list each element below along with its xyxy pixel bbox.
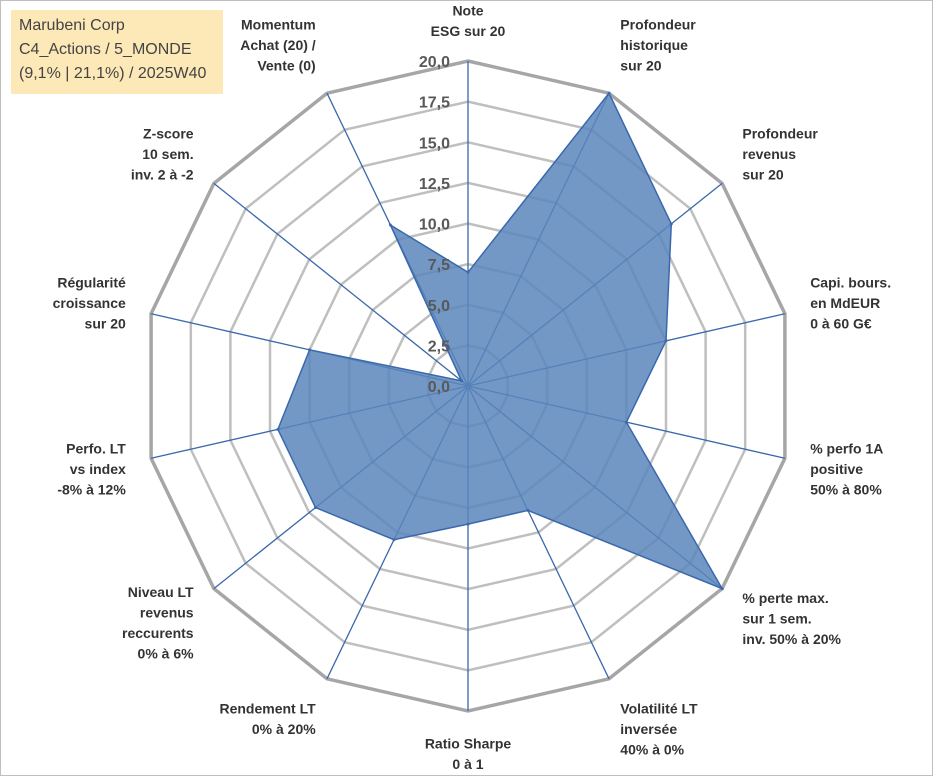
axis-label-line: revenus [742, 146, 796, 162]
axis-label-line: 0 à 1 [452, 756, 483, 772]
axis-label-line: inv. 50% à 20% [742, 631, 841, 647]
tick-label-5: 12,5 [419, 176, 450, 193]
tick-label-7: 17,5 [419, 95, 450, 112]
data-point-2 [669, 222, 673, 226]
axis-label-line: en MdEUR [810, 295, 880, 311]
data-point-1 [607, 91, 611, 95]
title-box: Marubeni Corp C4_Actions / 5_MONDE (9,1%… [11, 10, 223, 94]
radar-axis-labels: Note ESG sur 20 Profondeur historique sur 20… [53, 2, 891, 772]
data-point-3 [664, 339, 668, 343]
axis-label-line: Capi. bours. [810, 275, 891, 291]
data-point-13 [388, 223, 392, 227]
company-name: Marubeni Corp [19, 17, 125, 34]
axis-label-line: Z-score [143, 125, 194, 141]
axis-label-line: inversée [620, 721, 677, 737]
axis-label-line: Rendement LT [219, 701, 316, 717]
axis-label-line: Profondeur [742, 125, 818, 141]
axis-label-line: sur 20 [620, 58, 661, 74]
axis-label-line: 0% à 20% [252, 721, 316, 737]
axis-spoke-12 [213, 182, 469, 387]
axis-label-4: % perfo 1A positive 50% à 80% [810, 441, 883, 498]
axis-label-line: Volatilité LT [620, 701, 698, 717]
radar-series [276, 91, 724, 591]
tick-label-6: 15,0 [419, 135, 450, 152]
axis-label-7: Ratio Sharpe 0 à 1 [425, 735, 512, 772]
data-point-5 [720, 587, 724, 591]
axis-label-11: Régularité croissance sur 20 [53, 275, 126, 332]
tick-label-2: 5,0 [428, 298, 450, 315]
tick-label-1: 2,5 [428, 338, 450, 355]
data-point-0 [466, 270, 470, 274]
axis-label-line: Momentum [241, 17, 316, 33]
radar-tick-labels: 0,0 2,5 5,0 7,5 10,0 12,5 15,0 17,5 20,0 [419, 54, 450, 396]
axis-label-9: Niveau LT revenus reccurents 0% à 6% [122, 584, 194, 662]
axis-label-line: -8% à 12% [57, 482, 126, 498]
axis-label-line: Régularité [57, 275, 126, 291]
axis-label-5: % perte max. sur 1 sem. inv. 50% à 20% [742, 590, 841, 647]
axis-label-line: 40% à 0% [620, 742, 684, 758]
axis-label-0: Note ESG sur 20 [431, 2, 506, 39]
axis-label-line: Achat (20) / [240, 37, 316, 53]
data-point-11 [308, 348, 312, 352]
axis-label-line: Note [452, 2, 483, 18]
tick-label-4: 10,0 [419, 217, 450, 234]
axis-label-line: Niveau LT [128, 584, 194, 600]
axis-label-line: sur 1 sem. [742, 610, 811, 626]
data-point-8 [392, 538, 396, 542]
data-point-6 [526, 508, 530, 512]
axis-label-line: historique [620, 37, 688, 53]
data-point-10 [276, 427, 280, 431]
axis-label-13: Momentum Achat (20) / Vente (0) [240, 17, 316, 74]
axis-label-line: inv. 2 à -2 [131, 166, 194, 182]
axis-label-line: Profondeur [620, 17, 696, 33]
tick-label-8: 20,0 [419, 54, 450, 71]
axis-label-10: Perfo. LT vs index -8% à 12% [57, 441, 126, 498]
axis-label-line: % perte max. [742, 590, 828, 606]
portfolio-label: C4_Actions / 5_MONDE [19, 41, 192, 58]
data-point-9 [314, 506, 317, 510]
axis-label-line: % perfo 1A [810, 441, 883, 457]
axis-label-line: sur 20 [742, 166, 783, 182]
axis-label-line: 0 à 60 G€ [810, 316, 872, 332]
axis-label-3: Capi. bours. en MdEUR 0 à 60 G€ [810, 275, 891, 332]
axis-label-line: Ratio Sharpe [425, 735, 512, 751]
data-point-4 [624, 420, 628, 424]
axis-label-line: vs index [70, 461, 126, 477]
axis-label-1: Profondeur historique sur 20 [620, 17, 696, 74]
data-point-7 [466, 522, 470, 526]
axis-label-line: Vente (0) [257, 58, 315, 74]
axis-label-line: 50% à 80% [810, 482, 882, 498]
period-label: (9,1% | 21,1%) / 2025W40 [19, 65, 207, 82]
axis-label-8: Rendement LT 0% à 20% [219, 701, 316, 738]
axis-label-line: 10 sem. [142, 146, 193, 162]
tick-label-0: 0,0 [428, 379, 450, 396]
axis-label-line: ESG sur 20 [431, 23, 506, 39]
axis-label-line: croissance [53, 295, 126, 311]
axis-label-line: revenus [140, 605, 194, 621]
axis-label-12: Z-score 10 sem. inv. 2 à -2 [131, 125, 194, 182]
axis-label-2: Profondeur revenus sur 20 [742, 125, 818, 182]
axis-label-line: reccurents [122, 625, 194, 641]
axis-label-6: Volatilité LT inversée 40% à 0% [620, 701, 698, 758]
axis-label-line: sur 20 [85, 316, 126, 332]
tick-label-3: 7,5 [428, 257, 450, 274]
axis-label-line: Perfo. LT [66, 441, 126, 457]
axis-label-line: 0% à 6% [138, 646, 195, 662]
axis-label-line: positive [810, 461, 863, 477]
series-area [277, 91, 724, 591]
data-point-12 [460, 379, 464, 383]
